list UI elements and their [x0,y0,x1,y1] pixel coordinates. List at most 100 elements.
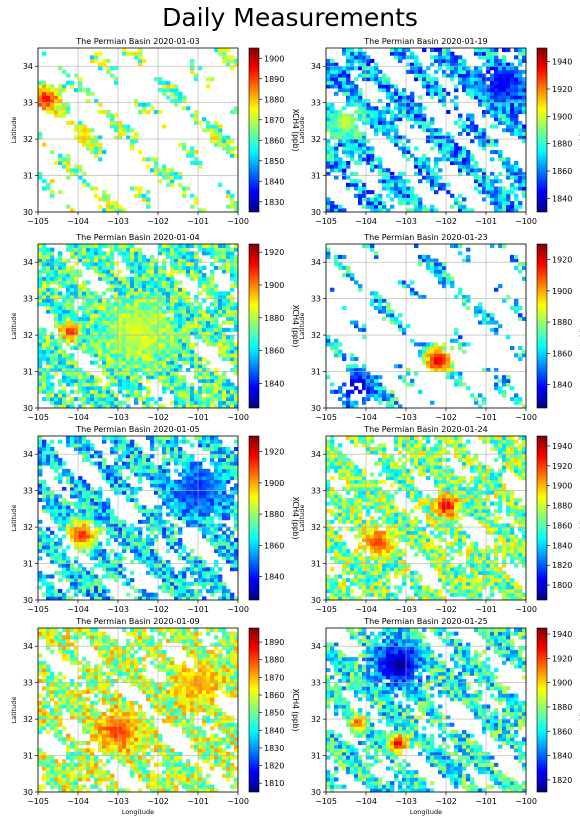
heatmap-cell [194,404,199,409]
heatmap-cell [62,280,67,285]
heatmap-cell [122,247,127,252]
heatmap-cell [106,69,111,74]
heatmap-cell [66,244,71,249]
heatmap-cell [42,186,47,191]
heatmap-cell [38,443,43,448]
heatmap-cell [458,251,463,256]
heatmap-cell [74,313,79,318]
heatmap-cell [78,168,83,173]
heatmap-cell [66,508,71,513]
heatmap-cell [86,291,91,296]
heatmap-cell [90,382,95,387]
heatmap-cell [106,269,111,274]
heatmap-cell [130,570,135,575]
heatmap-cell [202,208,207,213]
heatmap-cell [434,55,439,60]
heatmap-cell [230,295,235,300]
heatmap-cell [122,276,127,281]
heatmap-cell [150,367,155,372]
heatmap-cell [194,313,199,318]
heatmap-cell [234,247,239,252]
heatmap-cell [98,397,103,402]
heatmap-cell [66,342,71,347]
heatmap-cell [78,487,83,492]
heatmap-cell [518,313,523,318]
heatmap-cell [126,349,131,354]
heatmap-cell [390,182,395,187]
heatmap-cell [62,84,67,89]
heatmap-cell [130,309,135,314]
heatmap-cell [346,269,351,274]
heatmap-cell [46,287,51,292]
heatmap-cell [498,244,503,249]
heatmap-cell [378,193,383,198]
heatmap-cell [174,382,179,387]
heatmap-cell [446,109,451,114]
heatmap-cell [210,393,215,398]
heatmap-cell [62,386,67,391]
heatmap-cell [330,102,335,107]
heatmap-cell [58,157,63,162]
heatmap-cell [138,450,143,455]
heatmap-cell [62,338,67,343]
heatmap-cell [218,48,223,53]
heatmap-cell [382,305,387,310]
heatmap-cell [170,244,175,249]
heatmap-cell [362,77,367,82]
heatmap-cell [110,512,115,517]
heatmap-cell [210,291,215,296]
heatmap-cell [358,102,363,107]
heatmap-cell [174,280,179,285]
heatmap-cell [382,201,387,206]
heatmap-cell [138,353,143,358]
heatmap-cell [394,113,399,118]
heatmap-cell [46,273,51,278]
heatmap-cell [114,124,119,129]
heatmap-cell [218,291,223,296]
heatmap-cell [330,287,335,292]
heatmap-cell [510,128,515,133]
heatmap-cell [382,117,387,122]
heatmap-cell [502,113,507,118]
heatmap-cell [142,302,147,307]
heatmap-cell [514,353,519,358]
heatmap-cell [486,367,491,372]
heatmap-cell [474,128,479,133]
heatmap-cell [126,393,131,398]
heatmap-cell [390,316,395,321]
heatmap-cell [94,527,99,532]
heatmap-cell [154,287,159,292]
heatmap-cell [334,164,339,169]
heatmap-cell [82,490,87,495]
heatmap-cell [454,157,459,162]
heatmap-cell [438,91,443,96]
heatmap-cell [338,117,343,122]
heatmap-cell [486,95,491,100]
heatmap-cell [162,367,167,372]
heatmap-cell [386,128,391,133]
heatmap-cell [174,335,179,340]
heatmap-cell [230,316,235,321]
heatmap-cell [150,335,155,340]
heatmap-cell [510,109,515,114]
heatmap-cell [98,400,103,405]
heatmap-cell [102,62,107,67]
heatmap-cell [474,164,479,169]
heatmap-cell [382,128,387,133]
heatmap-cell [514,305,519,310]
heatmap-cell [114,527,119,532]
heatmap-cell [54,305,59,310]
heatmap-cell [46,487,51,492]
heatmap-cell [106,208,111,213]
heatmap-cell [462,73,467,78]
heatmap-cell [502,80,507,85]
heatmap-cell [66,563,71,568]
heatmap-cell [362,117,367,122]
heatmap-cell [486,313,491,318]
heatmap-cell [38,247,43,252]
heatmap-cell [522,55,527,60]
heatmap-cell [522,316,527,321]
heatmap-cell [226,55,231,60]
heatmap-cell [478,69,483,74]
heatmap-cell [42,508,47,513]
